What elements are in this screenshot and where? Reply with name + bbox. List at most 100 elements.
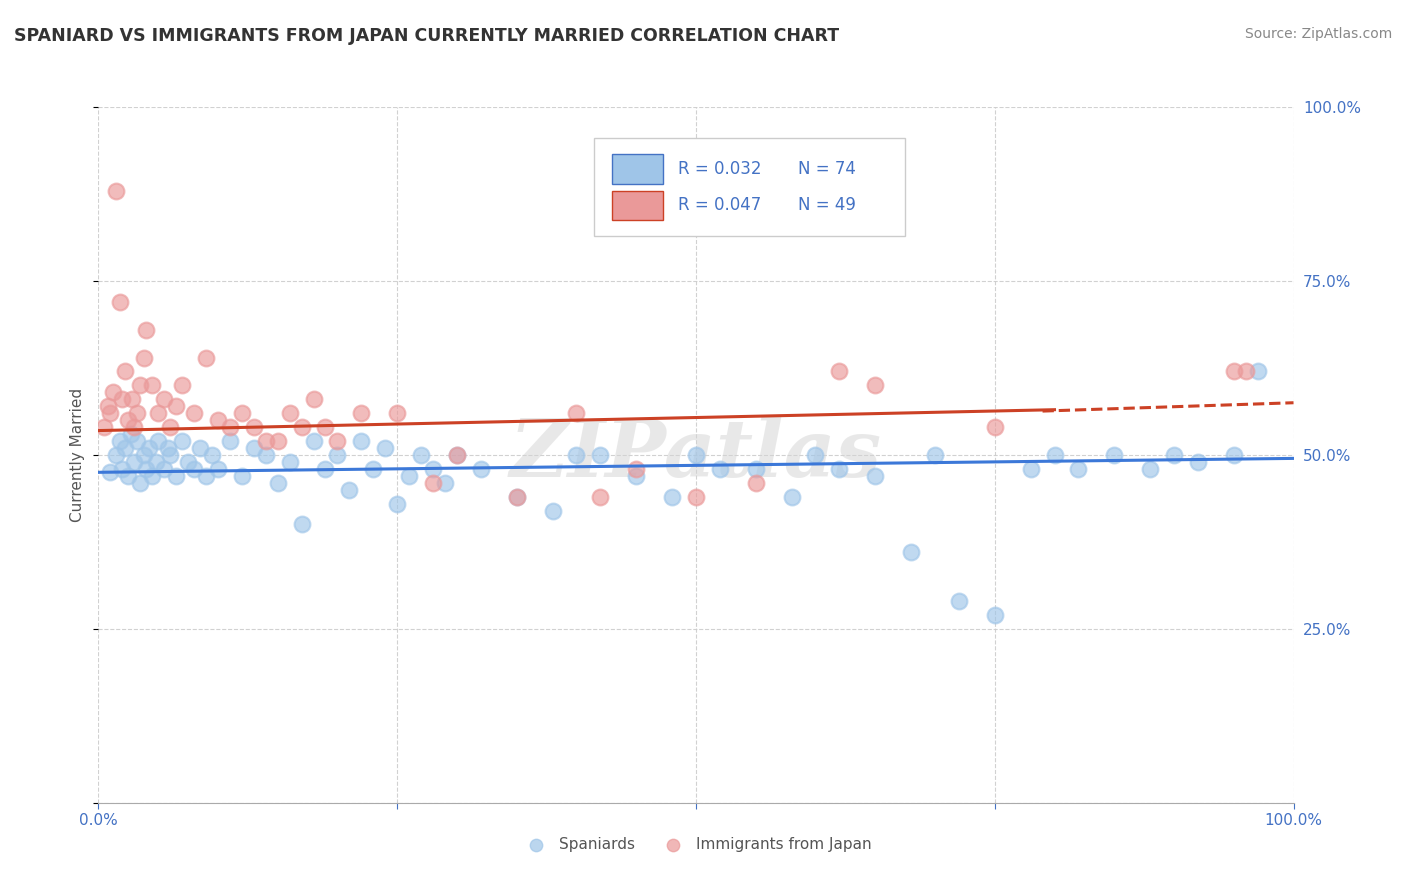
Point bbox=[339, 483, 361, 497]
Point bbox=[145, 455, 167, 469]
Point bbox=[446, 448, 468, 462]
Point bbox=[315, 420, 337, 434]
Point bbox=[138, 441, 160, 455]
Point bbox=[363, 462, 385, 476]
Point bbox=[231, 468, 253, 483]
Point bbox=[243, 420, 266, 434]
Point bbox=[132, 351, 155, 365]
Point bbox=[661, 490, 683, 504]
Text: N = 74: N = 74 bbox=[797, 160, 855, 178]
FancyBboxPatch shape bbox=[613, 154, 662, 184]
Point bbox=[148, 434, 170, 448]
Point bbox=[254, 448, 277, 462]
Point bbox=[278, 406, 301, 420]
Point bbox=[172, 434, 194, 448]
Point bbox=[135, 323, 157, 337]
Point bbox=[1163, 448, 1185, 462]
Point bbox=[254, 434, 277, 448]
Point bbox=[207, 413, 229, 427]
Point bbox=[219, 434, 242, 448]
Point bbox=[1187, 455, 1209, 469]
Point bbox=[865, 378, 887, 392]
Point bbox=[188, 441, 211, 455]
Point bbox=[159, 448, 181, 462]
Point bbox=[111, 392, 134, 407]
Point bbox=[105, 184, 128, 198]
Point bbox=[125, 406, 148, 420]
Point bbox=[141, 378, 163, 392]
Point bbox=[124, 455, 146, 469]
Point bbox=[422, 462, 444, 476]
Point bbox=[120, 427, 142, 442]
Point bbox=[1223, 364, 1246, 378]
Point bbox=[183, 406, 205, 420]
Point bbox=[291, 420, 314, 434]
Point bbox=[267, 434, 290, 448]
Point bbox=[117, 468, 139, 483]
Point bbox=[685, 448, 707, 462]
Point bbox=[745, 462, 768, 476]
Point bbox=[165, 399, 187, 413]
FancyBboxPatch shape bbox=[595, 138, 905, 235]
Point bbox=[114, 441, 136, 455]
Point bbox=[159, 420, 181, 434]
Point bbox=[141, 468, 163, 483]
Point bbox=[177, 455, 200, 469]
Point bbox=[315, 462, 337, 476]
Point bbox=[804, 448, 827, 462]
Point bbox=[924, 448, 946, 462]
Text: SPANIARD VS IMMIGRANTS FROM JAPAN CURRENTLY MARRIED CORRELATION CHART: SPANIARD VS IMMIGRANTS FROM JAPAN CURREN… bbox=[14, 27, 839, 45]
Point bbox=[565, 406, 588, 420]
Point bbox=[219, 420, 242, 434]
Point bbox=[828, 364, 851, 378]
Point bbox=[105, 448, 128, 462]
Point bbox=[1247, 364, 1270, 378]
Point bbox=[1043, 448, 1066, 462]
Point bbox=[183, 462, 205, 476]
Legend: Spaniards, Immigrants from Japan: Spaniards, Immigrants from Japan bbox=[515, 830, 877, 858]
Point bbox=[374, 441, 396, 455]
Point bbox=[1139, 462, 1161, 476]
Point bbox=[153, 462, 176, 476]
Point bbox=[589, 448, 612, 462]
Point bbox=[780, 490, 803, 504]
Point bbox=[385, 497, 409, 511]
Point bbox=[172, 378, 194, 392]
Point bbox=[156, 441, 179, 455]
Point bbox=[626, 468, 648, 483]
Point bbox=[984, 420, 1007, 434]
Point bbox=[195, 351, 218, 365]
Point bbox=[326, 434, 349, 448]
Point bbox=[685, 490, 707, 504]
Y-axis label: Currently Married: Currently Married bbox=[70, 388, 86, 522]
Point bbox=[124, 420, 146, 434]
Point bbox=[111, 462, 134, 476]
Point bbox=[117, 413, 139, 427]
Point bbox=[165, 468, 187, 483]
Point bbox=[153, 392, 176, 407]
Text: N = 49: N = 49 bbox=[797, 196, 855, 214]
Point bbox=[1223, 448, 1246, 462]
Point bbox=[745, 475, 768, 490]
Point bbox=[900, 545, 922, 559]
Point bbox=[121, 392, 143, 407]
Point bbox=[231, 406, 253, 420]
Point bbox=[411, 448, 433, 462]
Point bbox=[195, 468, 218, 483]
Point bbox=[93, 420, 115, 434]
Point bbox=[129, 475, 152, 490]
Text: Source: ZipAtlas.com: Source: ZipAtlas.com bbox=[1244, 27, 1392, 41]
Point bbox=[101, 385, 124, 400]
Point bbox=[207, 462, 229, 476]
Point bbox=[506, 490, 529, 504]
Point bbox=[201, 448, 224, 462]
FancyBboxPatch shape bbox=[613, 191, 662, 219]
Point bbox=[350, 406, 373, 420]
Point bbox=[470, 462, 492, 476]
Point bbox=[506, 490, 529, 504]
Point bbox=[98, 406, 122, 420]
Point bbox=[114, 364, 136, 378]
Point bbox=[828, 462, 851, 476]
Point bbox=[541, 503, 564, 517]
Point bbox=[148, 406, 170, 420]
